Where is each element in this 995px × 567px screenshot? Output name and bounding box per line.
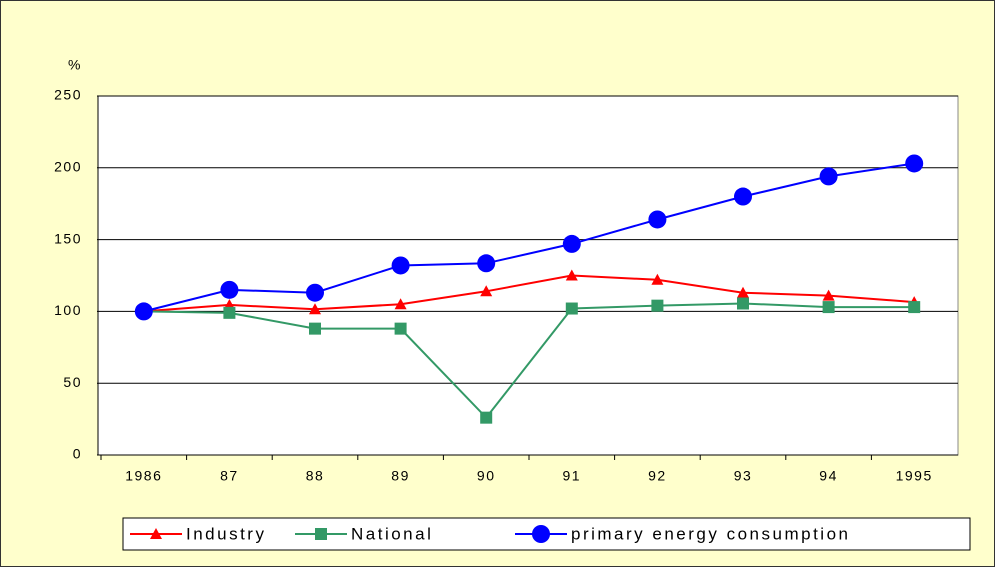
series-line (143, 274, 915, 313)
marker (309, 303, 321, 315)
x-tick-label: 1986 (125, 468, 162, 484)
marker (565, 302, 578, 315)
marker (737, 286, 749, 298)
marker (309, 322, 321, 335)
legend-marker (315, 528, 327, 540)
x-tick-label: 91 (563, 468, 582, 484)
x-tick-label: 92 (648, 468, 667, 484)
marker (394, 322, 407, 335)
y-tick-label: 200 (54, 159, 82, 175)
x-tick-label: 88 (306, 468, 325, 484)
marker (651, 299, 664, 312)
y-axis-label: % (68, 57, 82, 73)
marker (391, 256, 410, 275)
y-tick-label: 150 (54, 230, 82, 246)
x-tick-label: 89 (391, 468, 410, 484)
marker (480, 285, 493, 297)
marker (565, 269, 578, 281)
marker (908, 301, 921, 314)
marker (905, 154, 924, 173)
marker (480, 411, 493, 424)
legend-label: Industry (186, 524, 266, 543)
y-tick-label: 100 (54, 302, 82, 318)
marker (562, 234, 581, 253)
x-tick-label: 87 (220, 468, 239, 484)
legend-marker (150, 528, 162, 539)
x-tick-label: 93 (734, 468, 753, 484)
marker (734, 187, 752, 206)
plot-area (97, 95, 959, 456)
x-tick-label: 1995 (896, 468, 933, 484)
y-tick-label: 50 (63, 374, 82, 390)
marker (220, 280, 239, 299)
legend-marker (532, 525, 550, 543)
legend-label: primary energy consumption (571, 524, 850, 543)
y-tick-label: 250 (54, 87, 82, 103)
marker (819, 167, 838, 186)
marker (648, 210, 667, 229)
marker (737, 297, 749, 310)
x-tick-label: 94 (819, 468, 838, 484)
marker (477, 254, 496, 273)
legend-label: National (351, 524, 433, 543)
x-tick-label: 90 (477, 468, 496, 484)
marker (394, 298, 407, 310)
series-line (143, 162, 915, 313)
marker (822, 301, 835, 314)
series-line (143, 302, 915, 420)
y-tick-label: 0 (73, 446, 82, 462)
marker (223, 306, 236, 319)
marker (306, 283, 324, 302)
marker (134, 302, 153, 321)
marker (822, 289, 835, 301)
marker (651, 273, 664, 285)
